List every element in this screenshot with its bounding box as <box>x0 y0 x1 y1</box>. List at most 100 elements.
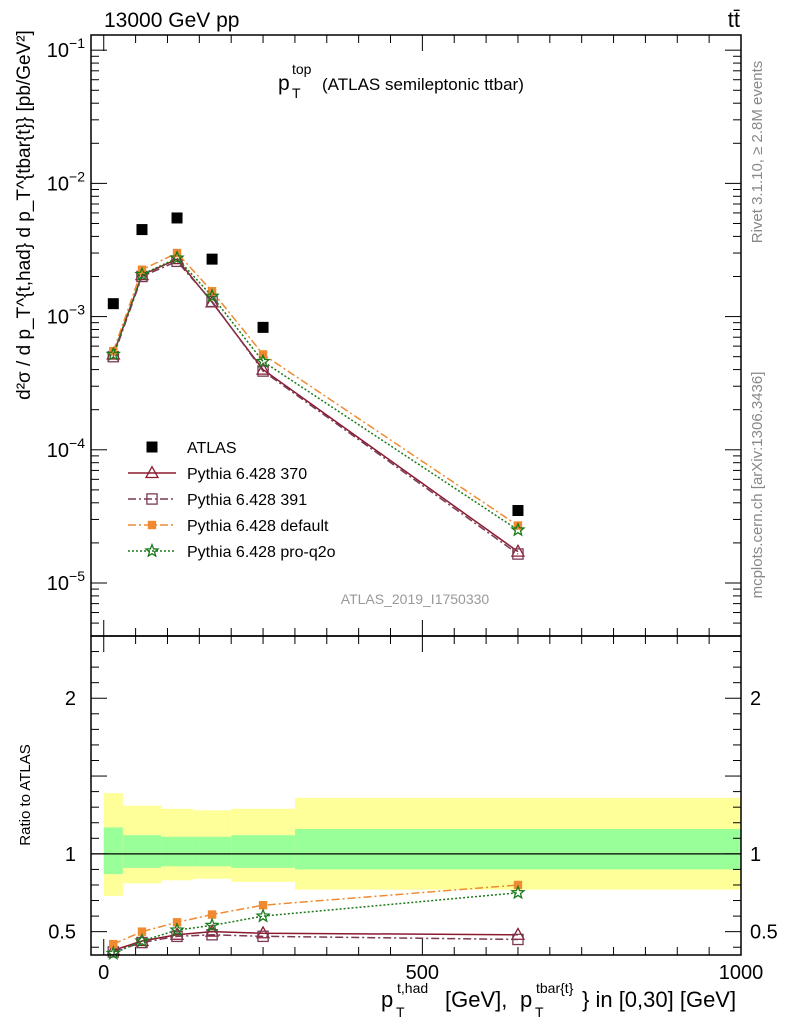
ratio-data-point <box>257 930 269 943</box>
main-data-point <box>510 521 526 537</box>
main-y-tick-label: 10−4 <box>47 435 85 462</box>
main-y-axis-label: d²σ / d p_T^{t,had} d p_T^{tbar{t}} [pb/… <box>14 30 35 400</box>
uncertainty-band-inner <box>103 827 123 875</box>
legend-entry-0: ATLAS <box>146 440 237 457</box>
ratio-series-line <box>113 934 518 953</box>
ratio-series-group <box>105 880 526 961</box>
ratio-series-3 <box>105 884 526 961</box>
ratio-y-tick-label-right: 2 <box>750 688 761 710</box>
xlabel-sub2: T <box>535 1004 544 1020</box>
ratio-data-point <box>255 925 271 939</box>
ratio-series-line <box>113 884 519 945</box>
main-y-tick-label: 10−5 <box>47 568 85 595</box>
main-series-group <box>105 212 526 560</box>
uncertainty-band-inner <box>231 835 295 868</box>
main-data-point <box>204 288 220 303</box>
ratio-data-point <box>134 933 150 947</box>
analysis-watermark: ATLAS_2019_I1750330 <box>341 591 490 607</box>
main-data-point <box>206 253 218 265</box>
xlabel-sup1: t,had <box>397 980 428 996</box>
main-data-point <box>255 361 271 375</box>
xlabel-p2: p <box>520 987 532 1012</box>
main-series-4 <box>105 249 526 537</box>
ratio-data-point <box>134 932 150 948</box>
xlabel-sup2: tbar{t} <box>536 980 574 996</box>
ratio-y-tick-label: 0.5 <box>48 922 76 944</box>
ratio-data-point <box>512 933 524 946</box>
x-axis-label: p T t,had [GeV], p T tbar{t} } in [0,30]… <box>381 980 736 1020</box>
main-series-line <box>112 257 519 531</box>
legend-marker <box>146 441 158 453</box>
ratio-panel-frame <box>90 635 742 956</box>
legend-entry-1: Pythia 6.428 370 <box>128 465 307 483</box>
legend-label: ATLAS <box>187 440 237 457</box>
main-data-point <box>512 505 524 517</box>
ratio-y-tick-label-right: 1 <box>750 844 761 866</box>
main-y-tick-label: 10−2 <box>47 168 85 195</box>
ratio-y-tick-label: 1 <box>65 844 76 866</box>
ratio-series-0 <box>106 924 526 956</box>
chart-title: p T top (ATLAS semileptonic ttbar) <box>278 61 524 101</box>
main-series-1 <box>106 251 526 557</box>
legend-marker <box>147 520 157 530</box>
ratio-data-point <box>258 901 268 910</box>
ratio-data-point <box>171 930 183 943</box>
main-y-tick-label: 10−1 <box>47 35 85 62</box>
header-collision-label: 13000 GeV pp <box>104 9 239 32</box>
uncertainty-band-inner <box>161 836 193 867</box>
xlabel-sub1: T <box>396 1004 405 1020</box>
legend-entry-4: Pythia 6.428 pro-q2o <box>128 542 336 561</box>
main-data-point <box>169 249 185 265</box>
ratio-data-point <box>206 929 218 941</box>
xlabel-rest1: [GeV], <box>445 987 507 1012</box>
legend-label: Pythia 6.428 391 <box>187 492 307 509</box>
main-data-point <box>513 521 523 530</box>
header-process-label: tt̄ <box>728 7 740 32</box>
ratio-data-point <box>204 917 220 932</box>
legend-label: Pythia 6.428 370 <box>187 466 307 483</box>
main-series-line <box>112 252 519 527</box>
main-data-point <box>255 353 271 369</box>
main-data-point <box>206 295 218 308</box>
main-data-point <box>257 321 269 333</box>
ratio-data-point <box>207 910 217 919</box>
ratio-y-axis-label: Ratio to ATLAS <box>17 744 34 845</box>
x-tick-label: 1000 <box>719 962 764 984</box>
x-tick-label: 0 <box>98 962 109 984</box>
ratio-series-line <box>113 892 519 955</box>
xlabel-rest2: } in [0,30] [GeV] <box>582 987 736 1012</box>
ratio-data-point <box>510 884 526 900</box>
rivet-version-label: Rivet 3.1.10, ≥ 2.8M events <box>749 61 766 244</box>
main-data-point <box>136 224 148 236</box>
legend-label: Pythia 6.428 default <box>187 518 329 535</box>
main-data-point <box>105 346 122 361</box>
main-data-point <box>107 298 119 310</box>
legend-marker <box>144 542 160 558</box>
legend-marker <box>146 493 158 505</box>
uncertainty-band-inner <box>294 828 741 870</box>
ratio-y-tick-label: 2 <box>65 688 76 710</box>
legend: ATLAS Pythia 6.428 370 Pythia 6.428 391 Pyt… <box>128 440 336 561</box>
xlabel-p1: p <box>381 987 393 1012</box>
legend-entry-3: Pythia 6.428 default <box>128 518 329 535</box>
title-sub: T <box>292 85 301 101</box>
main-axis-ticks: 10−1 10−2 10−3 10−4 10−5 <box>47 35 742 637</box>
ratio-data-point <box>255 907 271 923</box>
uncertainty-band-inner <box>122 835 162 868</box>
legend-entry-2: Pythia 6.428 391 <box>128 492 307 509</box>
legend-label: Pythia 6.428 pro-q2o <box>187 544 336 561</box>
ratio-data-point <box>105 945 122 961</box>
ratio-data-point <box>169 921 185 937</box>
main-series-line <box>112 258 519 553</box>
title-rest: (ATLAS semileptonic ttbar) <box>322 75 524 94</box>
mcplots-reference-label: mcplots.cern.ch [arXiv:1306.3436] <box>749 372 766 599</box>
main-data-point <box>134 266 150 282</box>
ratio-data-point <box>109 939 118 949</box>
ratio-panel <box>91 793 741 896</box>
main-y-tick-label: 10−3 <box>47 302 85 329</box>
main-data-point <box>109 346 118 356</box>
uncertainty-band-inner <box>192 836 232 867</box>
main-data-point <box>171 212 183 224</box>
ratio-data-point <box>137 927 147 936</box>
